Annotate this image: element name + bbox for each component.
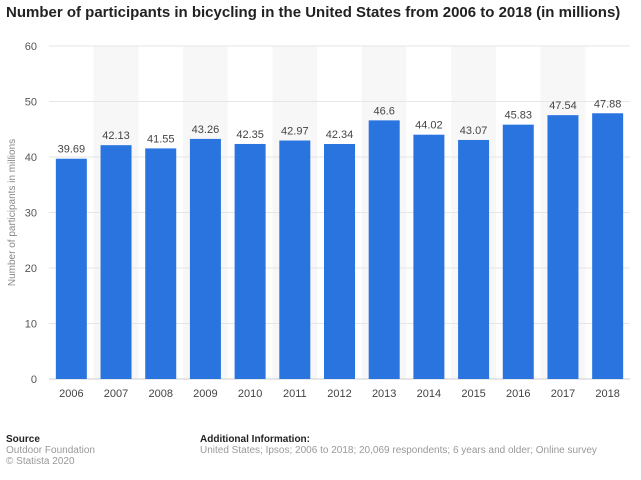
- y-tick-label: 0: [31, 374, 37, 386]
- bar: [234, 143, 266, 379]
- bar: [145, 148, 177, 379]
- bar: [189, 138, 221, 379]
- x-tick-label: 2014: [417, 388, 441, 400]
- x-tick-label: 2012: [327, 388, 351, 400]
- x-tick-label: 2010: [238, 388, 262, 400]
- y-tick-label: 50: [25, 97, 37, 109]
- x-tick-label: 2013: [372, 388, 396, 400]
- bar: [458, 139, 490, 379]
- bar: [324, 144, 355, 379]
- y-tick-label: 20: [25, 263, 37, 275]
- bar: [279, 140, 311, 379]
- chart-title: Number of participants in bicycling in t…: [6, 4, 621, 21]
- bar-chart: 0 10 20 30 40 50 60 Number of participants in m…: [7, 41, 630, 400]
- bar-value-label: 43.07: [460, 125, 488, 137]
- y-tick-label: 40: [25, 152, 37, 164]
- bar-value-label: 42.35: [236, 129, 264, 141]
- x-tick-label: 2011: [283, 388, 307, 400]
- source-heading: Source: [6, 434, 40, 445]
- bar-value-label: 44.02: [415, 120, 443, 132]
- bar-value-label: 39.69: [58, 144, 86, 156]
- y-tick-label: 60: [25, 41, 37, 53]
- bar-value-label: 41.55: [147, 133, 175, 145]
- bar-value-label: 47.54: [549, 100, 577, 112]
- bar: [413, 134, 445, 379]
- y-tick-label: 10: [25, 319, 37, 331]
- additional-info-heading: Additional Information:: [200, 434, 310, 445]
- y-tick-label: 30: [25, 208, 37, 220]
- bar-value-label: 42.13: [102, 130, 130, 142]
- bar-value-label: 45.83: [505, 110, 533, 122]
- bar-value-label: 42.34: [326, 129, 354, 141]
- x-tick-label: 2018: [595, 388, 619, 400]
- bar-value-label: 42.97: [281, 126, 309, 138]
- x-tick-label: 2009: [193, 388, 217, 400]
- x-tick-label: 2015: [461, 388, 485, 400]
- bar: [368, 120, 400, 380]
- x-tick-label: 2006: [59, 388, 83, 400]
- bar-value-label: 47.88: [594, 98, 622, 110]
- bar: [547, 115, 579, 379]
- bar: [502, 124, 534, 380]
- bar-value-label: 43.26: [192, 124, 220, 136]
- x-tick-label: 2008: [148, 388, 172, 400]
- y-axis-title: Number of participants in millions: [7, 139, 18, 286]
- bar: [100, 145, 132, 379]
- x-tick-label: 2007: [104, 388, 128, 400]
- copyright-line: © Statista 2020: [6, 456, 75, 467]
- source-line: Outdoor Foundation: [6, 445, 95, 456]
- bar: [592, 113, 624, 380]
- x-tick-label: 2017: [551, 388, 575, 400]
- additional-info-text: United States; Ipsos; 2006 to 2018; 20,0…: [200, 445, 597, 456]
- bar: [55, 158, 87, 379]
- x-tick-label: 2016: [506, 388, 530, 400]
- additional-info-block: Additional Information: United States; I…: [200, 434, 597, 456]
- bar-value-label: 46.6: [373, 105, 394, 117]
- source-block: Source Outdoor Foundation © Statista 202…: [6, 434, 95, 467]
